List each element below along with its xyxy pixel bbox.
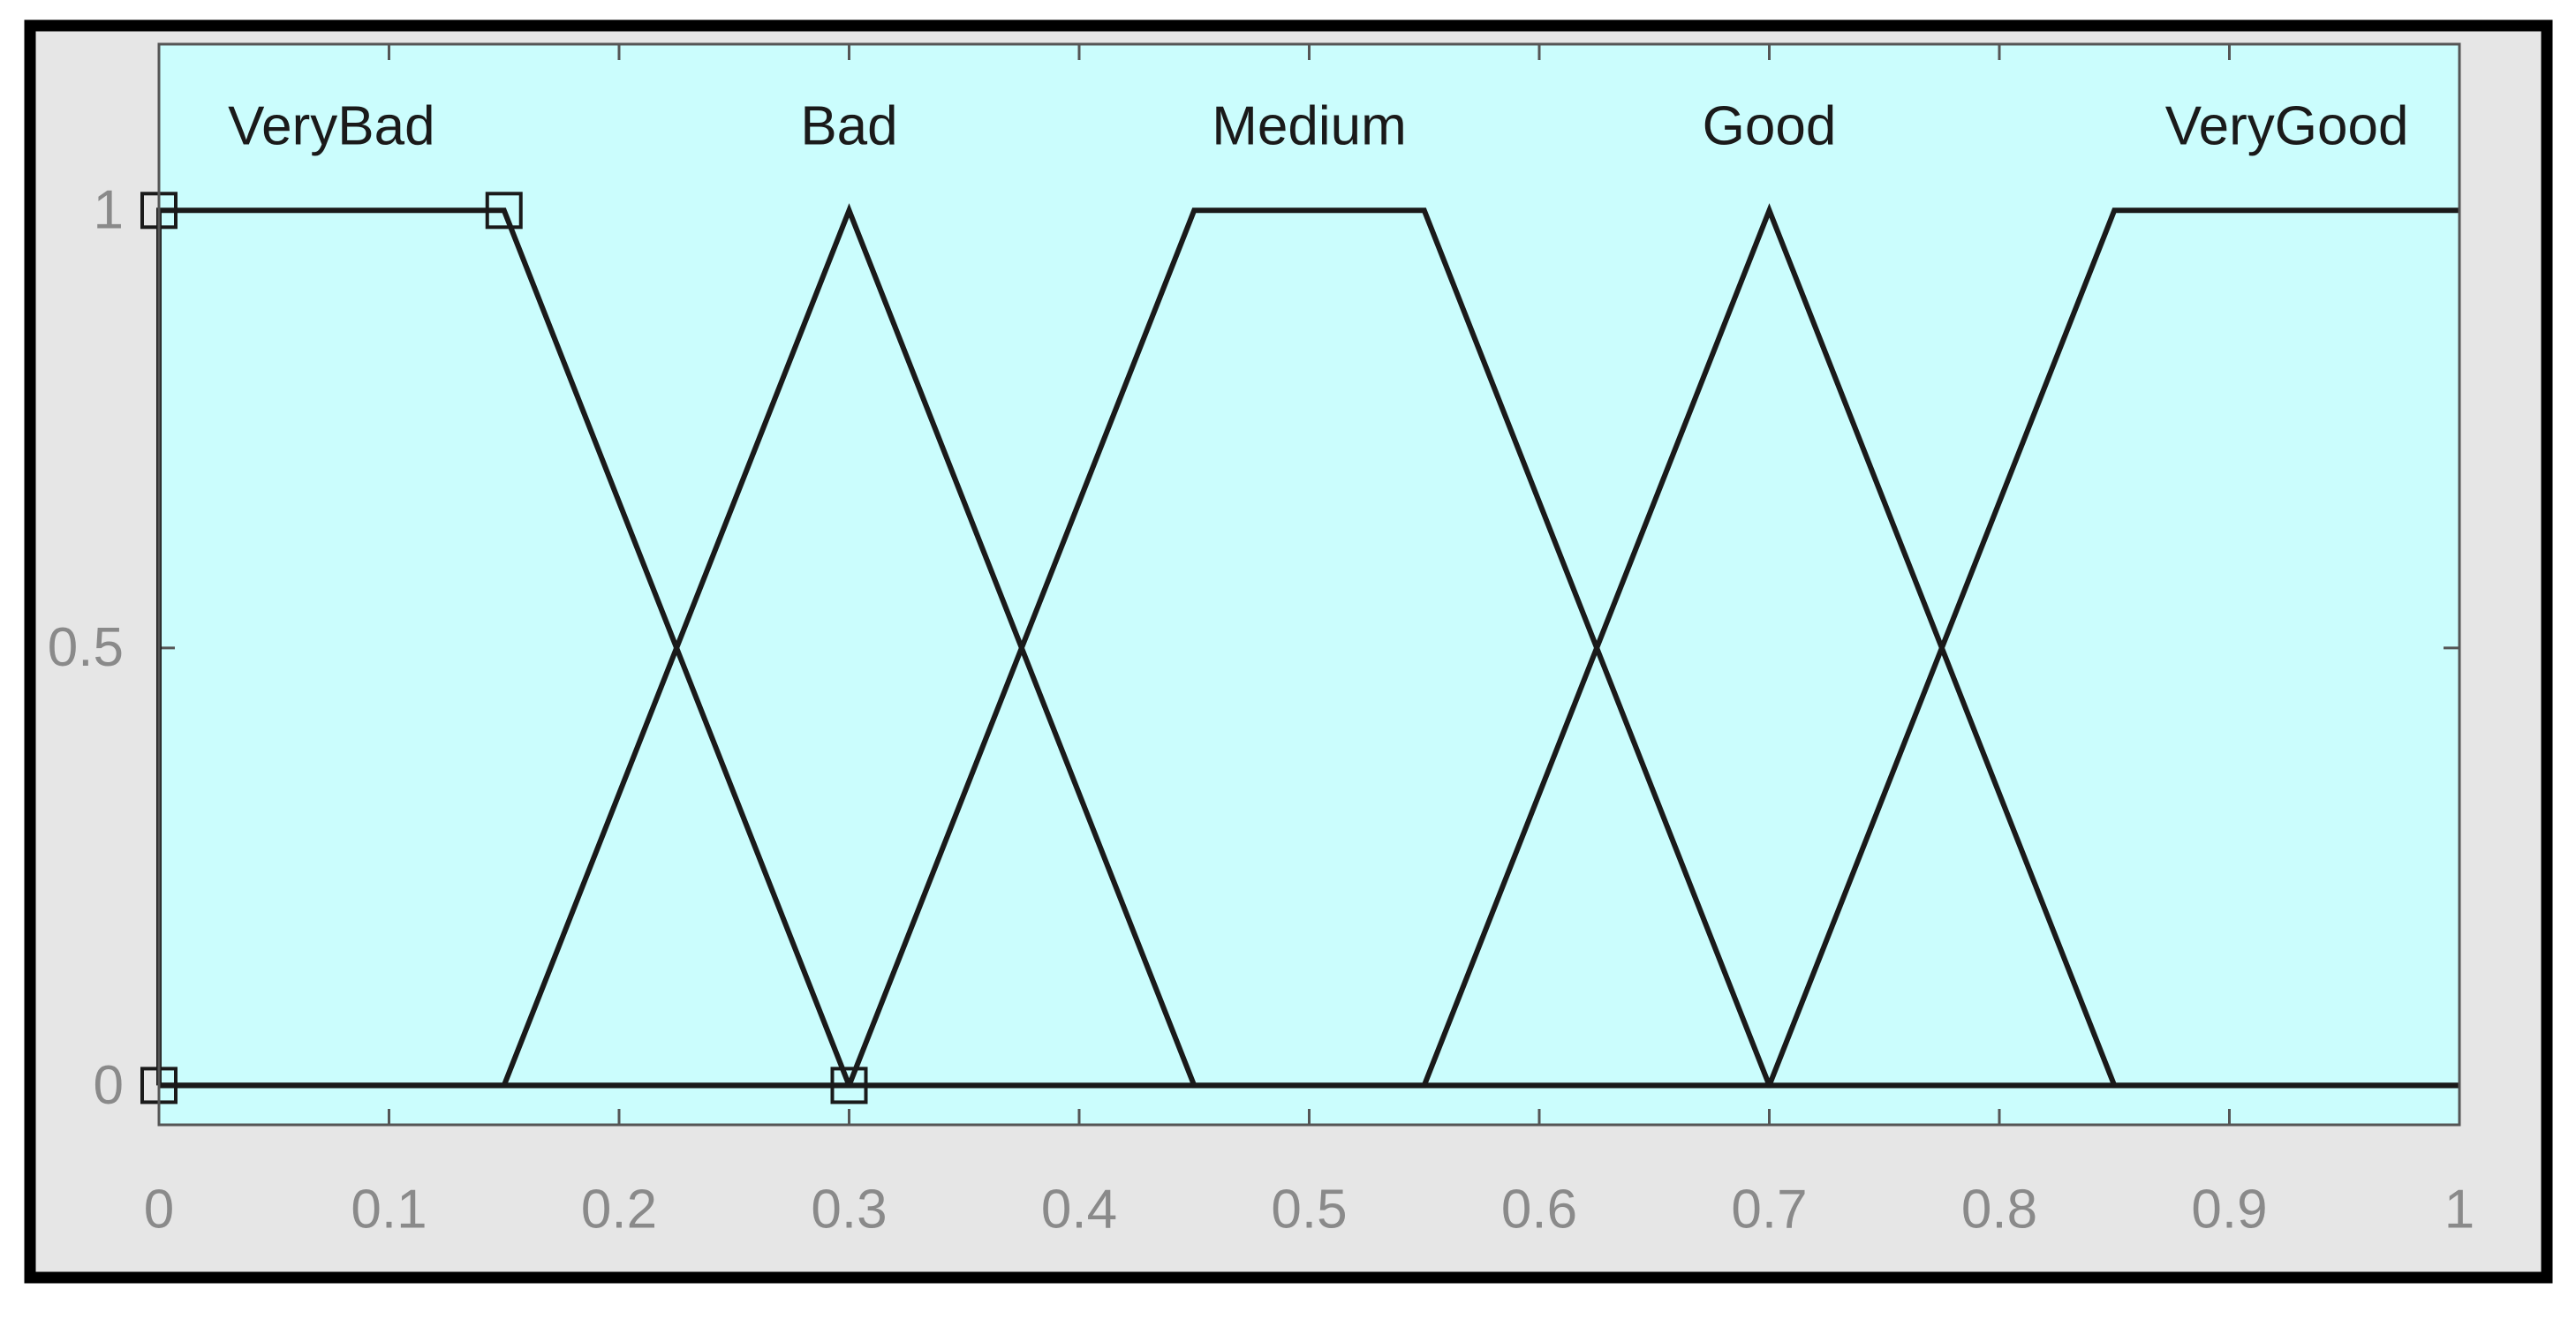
axes-box bbox=[157, 42, 2461, 1127]
x-tick-label: 0.7 bbox=[1731, 1179, 1807, 1240]
series-label: VeryGood bbox=[2165, 95, 2409, 156]
x-tick-label: 1 bbox=[2444, 1179, 2474, 1240]
y-tick-label: 1 bbox=[94, 180, 124, 241]
plot-area bbox=[159, 44, 2459, 1125]
y-tick-label: 0 bbox=[94, 1055, 124, 1116]
x-tick-label: 0.5 bbox=[1271, 1179, 1347, 1240]
x-tick-label: 0.1 bbox=[351, 1179, 427, 1240]
series-label: Bad bbox=[800, 95, 897, 156]
x-tick-label: 0.8 bbox=[1961, 1179, 2037, 1240]
vertex-marker bbox=[485, 192, 523, 230]
series-label: Good bbox=[1703, 95, 1837, 156]
x-tick-label: 0.2 bbox=[581, 1179, 657, 1240]
x-tick-label: 0.3 bbox=[811, 1179, 887, 1240]
series-label: Medium bbox=[1212, 95, 1407, 156]
x-tick-label: 0.9 bbox=[2191, 1179, 2267, 1240]
x-tick-label: 0.4 bbox=[1041, 1179, 1117, 1240]
membership-line bbox=[159, 207, 2459, 1089]
y-tick-label: 0.5 bbox=[48, 617, 124, 678]
series-label: VeryBad bbox=[228, 95, 434, 156]
x-tick-label: 0 bbox=[144, 1179, 174, 1240]
x-tick-label: 0.6 bbox=[1501, 1179, 1577, 1240]
